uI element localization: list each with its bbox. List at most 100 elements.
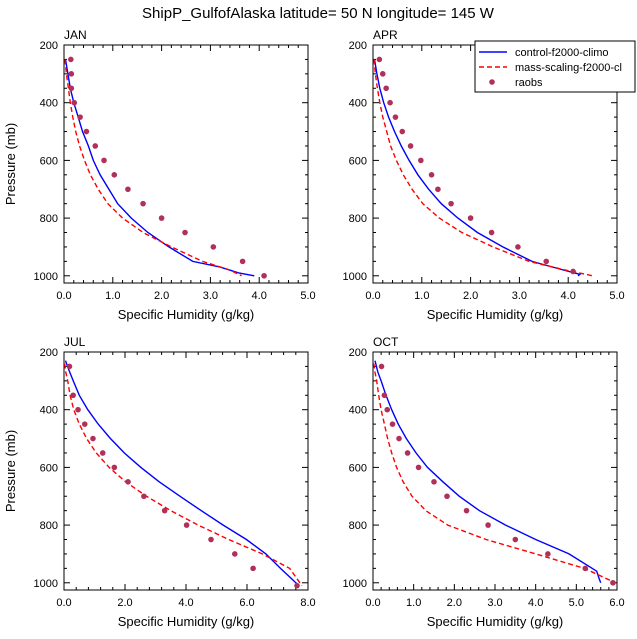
y-tick-label: 600	[40, 155, 58, 167]
raobs-point	[81, 421, 88, 427]
x-tick-label: 5.0	[569, 597, 584, 609]
x-tick-label: 4.0	[252, 290, 267, 302]
raobs-point	[467, 215, 474, 221]
plot-frame	[63, 351, 309, 591]
y-tick-label: 1000	[343, 271, 367, 283]
y-tick-label: 400	[40, 98, 58, 110]
raobs-point	[125, 479, 131, 485]
raobs-point	[141, 493, 147, 500]
x-tick-label: 1.0	[414, 290, 429, 302]
raobs-point	[485, 522, 491, 528]
raobs-point	[543, 258, 550, 265]
series-line-mass-scaling-f2000-cl	[63, 363, 303, 587]
raobs-point	[515, 244, 521, 250]
raobs-point	[68, 71, 75, 77]
raobs-point	[448, 200, 454, 207]
y-tick-label: 600	[349, 462, 367, 474]
x-tick-label: 0.0	[56, 290, 71, 302]
x-tick-label: 4.0	[528, 597, 543, 609]
legend-marker	[489, 79, 495, 85]
x-tick-label: 0.0	[365, 290, 380, 302]
x-tick-label: 8.0	[300, 597, 315, 609]
raobs-point	[75, 406, 81, 413]
x-tick-label: 1.0	[105, 290, 120, 302]
panel-label: OCT	[373, 335, 399, 349]
raobs-point	[428, 172, 435, 178]
raobs-point	[68, 56, 74, 63]
raobs-point	[407, 143, 414, 149]
series-raobs	[376, 56, 576, 275]
series-line-mass-scaling-f2000-cl	[373, 363, 616, 584]
raobs-point	[92, 143, 99, 149]
legend-box	[474, 40, 636, 93]
raobs-point	[431, 479, 437, 485]
x-tick-label: 2.0	[154, 290, 169, 302]
x-tick-label: 0.0	[365, 597, 380, 609]
raobs-point	[545, 551, 551, 557]
y-tick-label: 800	[349, 520, 367, 532]
panel-oct: OCT 0.0 1.0 2.0 3.0 4.0 5.0 6.0 200 400 600 800 1000…	[343, 335, 625, 629]
x-tick-label: 5.0	[300, 290, 315, 302]
series-line-mass-scaling-f2000-cl	[373, 59, 593, 277]
raobs-point	[415, 464, 422, 471]
raobs-point	[90, 435, 96, 442]
raobs-point	[488, 229, 495, 236]
raobs-point	[392, 114, 399, 120]
raobs-point	[70, 392, 76, 399]
raobs-point	[381, 392, 388, 399]
x-tick-label: 6.0	[239, 597, 254, 609]
series-raobs	[66, 363, 300, 589]
raobs-point	[210, 244, 217, 250]
panel-label: JUL	[64, 335, 86, 349]
legend-label: mass-scaling-f2000-cl	[515, 62, 622, 74]
x-tick-label: 1.0	[406, 597, 421, 609]
x-axis-label: Specific Humidity (g/kg)	[427, 307, 564, 322]
raobs-point	[111, 172, 118, 178]
raobs-point	[68, 85, 75, 92]
plot-frame	[63, 44, 309, 284]
raobs-point	[66, 363, 73, 370]
raobs-point	[463, 507, 470, 514]
figure-title: ShipP_GulfofAlaska latitude= 50 N longit…	[142, 5, 495, 22]
raobs-point	[161, 507, 168, 514]
series-line-control-f2000-climo	[64, 360, 300, 587]
y-tick-label: 800	[40, 520, 58, 532]
x-tick-label: 3.0	[487, 597, 502, 609]
panel-label: JAN	[64, 28, 87, 42]
raobs-point	[182, 229, 188, 236]
panels: JAN 0.0 1.0 2.0 3.0 4.0 5.0 200 400 600 800 1000 Spe…	[3, 28, 625, 629]
y-tick-label: 1000	[34, 271, 58, 283]
x-axis-label: Specific Humidity (g/kg)	[118, 307, 255, 322]
panel-jan: JAN 0.0 1.0 2.0 3.0 4.0 5.0 200 400 600 800 1000 Spe…	[3, 28, 316, 322]
y-tick-label: 600	[349, 155, 367, 167]
raobs-point	[435, 186, 441, 193]
raobs-point	[232, 551, 238, 557]
raobs-point	[444, 493, 450, 500]
y-tick-label: 800	[40, 213, 58, 225]
y-tick-label: 800	[349, 213, 367, 225]
panel-jul: JUL 0.0 2.0 4.0 6.0 8.0 200 400 600 800 1000 Specif…	[3, 335, 316, 629]
raobs-point	[512, 536, 519, 543]
raobs-point	[404, 450, 411, 456]
series-line-control-f2000-climo	[374, 360, 602, 584]
x-axis-label: Specific Humidity (g/kg)	[118, 614, 255, 629]
x-tick-label: 5.0	[609, 290, 624, 302]
y-tick-label: 400	[349, 98, 367, 110]
raobs-point	[77, 114, 83, 120]
y-axis-label: Pressure (mb)	[3, 123, 18, 205]
raobs-point	[250, 565, 256, 572]
x-tick-label: 0.0	[56, 597, 71, 609]
y-tick-label: 200	[349, 40, 367, 52]
raobs-point	[140, 200, 146, 207]
y-axis-label: Pressure (mb)	[3, 430, 18, 512]
raobs-point	[399, 128, 406, 135]
raobs-point	[582, 565, 589, 572]
y-tick-label: 1000	[343, 578, 367, 590]
y-tick-label: 600	[40, 462, 58, 474]
x-tick-label: 3.0	[203, 290, 218, 302]
raobs-point	[378, 363, 385, 370]
y-tick-label: 200	[40, 347, 58, 359]
legend-label: control-f2000-climo	[515, 47, 609, 59]
raobs-point	[570, 268, 576, 275]
y-tick-label: 400	[40, 405, 58, 417]
